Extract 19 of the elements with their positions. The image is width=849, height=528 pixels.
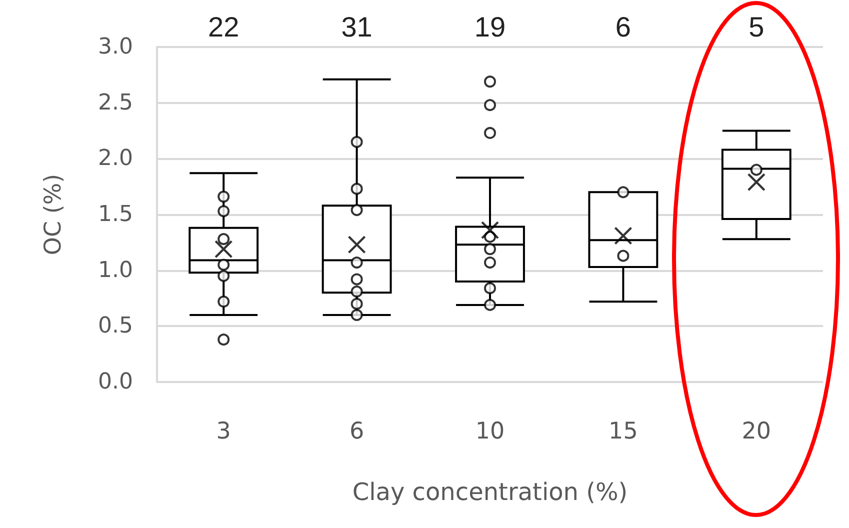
- y-axis-title: OC (%): [40, 174, 66, 256]
- y-tick-label: 2.0: [98, 146, 133, 172]
- x-tick-label: 6: [349, 418, 364, 444]
- text: 31: [341, 12, 372, 42]
- x-tick-label: 20: [742, 418, 772, 444]
- y-tick-label: 0.5: [98, 314, 133, 339]
- x-tick-label: 3: [216, 418, 231, 444]
- text: 19: [474, 12, 506, 42]
- text: 6: [615, 12, 631, 42]
- x-tick-label: 15: [608, 418, 638, 444]
- text: 5: [748, 12, 764, 42]
- x-tick-label: 10: [475, 418, 505, 444]
- y-tick-label: 1.5: [98, 202, 133, 227]
- y-tick-label: 3.0: [98, 34, 133, 60]
- y-tick-label: 0.0: [98, 370, 133, 394]
- text: 22: [208, 12, 240, 42]
- y-tick-label: 2.5: [98, 90, 133, 116]
- x-axis-title: Clay concentration (%): [352, 478, 628, 506]
- y-tick-label: 1.0: [98, 258, 133, 283]
